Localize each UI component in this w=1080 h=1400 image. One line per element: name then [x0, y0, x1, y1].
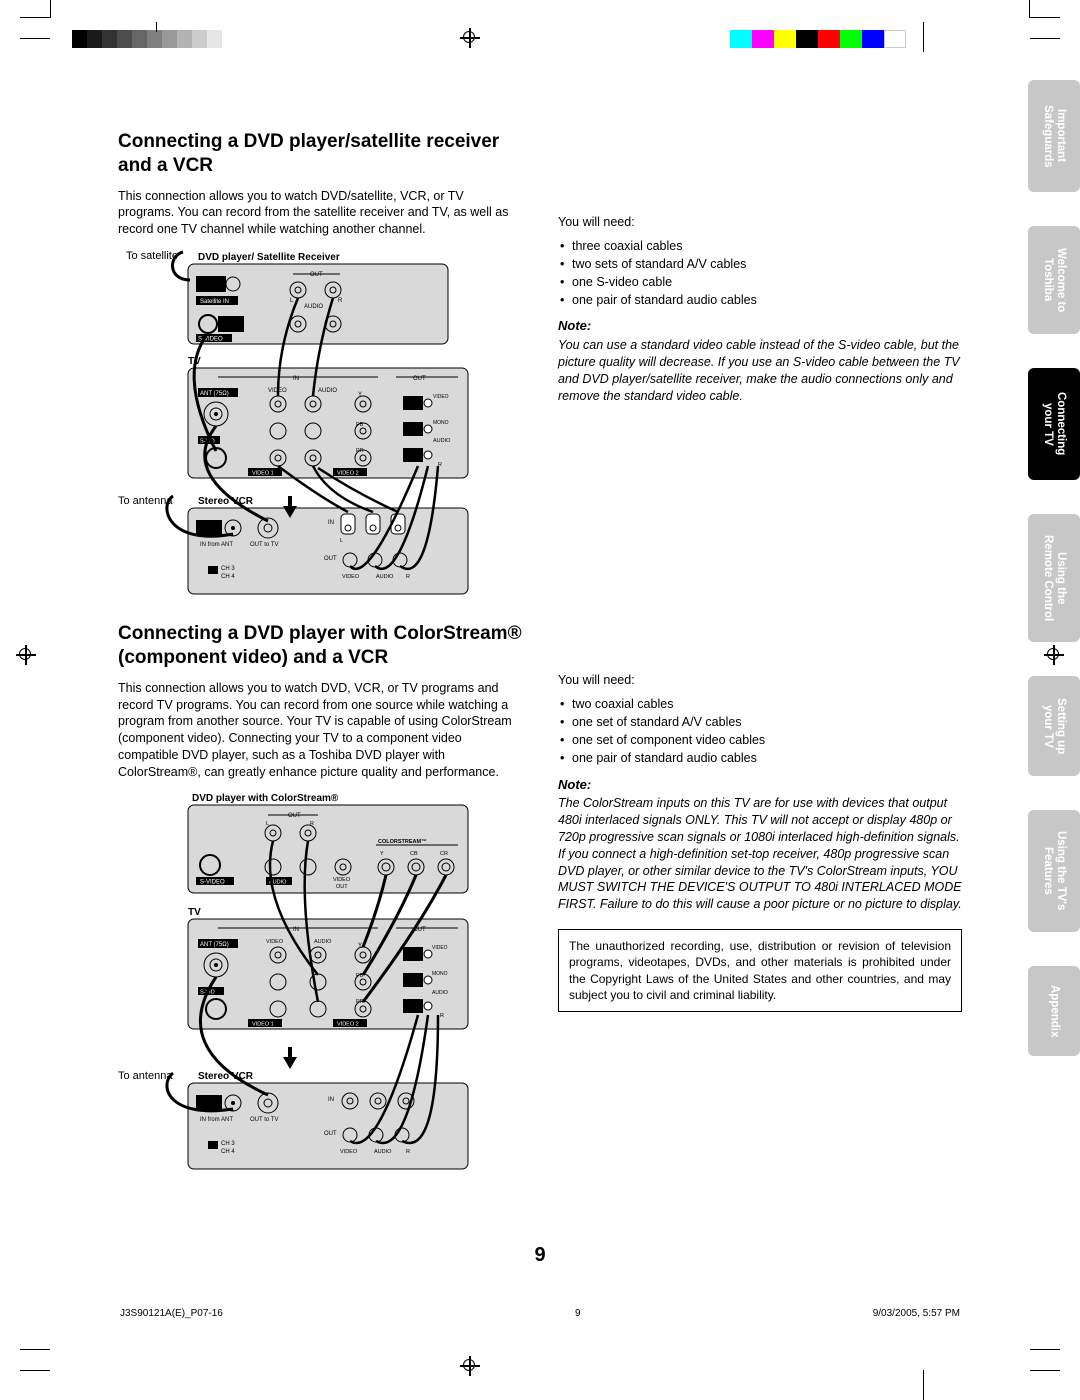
svg-text:L: L: [340, 538, 343, 544]
svg-text:S-VIDEO: S-VIDEO: [200, 879, 225, 885]
section1-diagram: To satellite DVD player/ Satellite Recei…: [118, 246, 522, 606]
svg-text:Y: Y: [380, 851, 384, 857]
svg-text:OUT: OUT: [288, 813, 301, 819]
svg-text:IN from ANT: IN from ANT: [200, 542, 233, 548]
section2-para: This connection allows you to watch DVD,…: [118, 680, 522, 781]
copyright-warning: The unauthorized recording, use, distrib…: [558, 929, 962, 1012]
svg-text:VIDEO: VIDEO: [433, 394, 449, 400]
svg-text:OUT to TV: OUT to TV: [250, 1117, 278, 1123]
s2-needs-list: two coaxial cablesone set of standard A/…: [558, 695, 962, 768]
footer-left: J3S90121A(E)_P07-16: [120, 1308, 223, 1319]
svg-text:Satellite IN: Satellite IN: [200, 299, 229, 305]
side-tab[interactable]: Using the TV's Features: [1028, 810, 1080, 932]
svg-text:CH 4: CH 4: [221, 1149, 235, 1155]
svg-text:ANT (75Ω): ANT (75Ω): [200, 391, 229, 397]
svg-text:R: R: [338, 298, 343, 304]
svg-text:R: R: [406, 574, 410, 580]
svg-text:AUDIO: AUDIO: [432, 990, 448, 996]
side-tab[interactable]: Appendix: [1028, 966, 1080, 1056]
svg-text:OUT: OUT: [324, 556, 337, 562]
svg-text:VIDEO: VIDEO: [432, 945, 448, 951]
list-item: one pair of standard audio cables: [558, 291, 962, 309]
svg-text:ANT (75Ω): ANT (75Ω): [200, 942, 229, 948]
svg-text:CB: CB: [410, 851, 418, 857]
footer: J3S90121A(E)_P07-16 9 9/03/2005, 5:57 PM: [120, 1308, 960, 1319]
svg-text:To antenna: To antenna: [118, 495, 173, 507]
svg-text:AUDIO: AUDIO: [314, 939, 332, 945]
s2-note: The ColorStream inputs on this TV are fo…: [558, 795, 962, 913]
svg-text:Stereo VCR: Stereo VCR: [198, 496, 254, 507]
printer-marks: [0, 30, 1080, 54]
list-item: two coaxial cables: [558, 695, 962, 713]
svg-text:VIDEO: VIDEO: [333, 877, 351, 883]
section2-left: Connecting a DVD player with ColorStream…: [118, 622, 522, 1196]
list-item: three coaxial cables: [558, 237, 962, 255]
svg-text:OUT to TV: OUT to TV: [250, 542, 278, 548]
section1-right: You will need: three coaxial cablestwo s…: [558, 130, 962, 618]
svg-text:VIDEO: VIDEO: [340, 1149, 358, 1155]
svg-text:CH 3: CH 3: [221, 566, 235, 572]
svg-text:MONO: MONO: [432, 971, 448, 977]
svg-text:OUT: OUT: [336, 884, 348, 890]
section1-heading: Connecting a DVD player/satellite receiv…: [118, 130, 522, 178]
list-item: one set of component video cables: [558, 731, 962, 749]
svg-text:OUT: OUT: [324, 1131, 337, 1137]
svg-text:VIDEO: VIDEO: [266, 939, 284, 945]
side-tab[interactable]: Connecting your TV: [1028, 368, 1080, 480]
d1-dvd-title: DVD player/ Satellite Receiver: [198, 252, 340, 263]
svg-text:VIDEO 2: VIDEO 2: [337, 471, 359, 477]
list-item: one set of standard A/V cables: [558, 713, 962, 731]
svg-text:TV: TV: [188, 907, 201, 918]
section1-para: This connection allows you to watch DVD/…: [118, 188, 522, 239]
page-number: 9: [118, 1244, 962, 1267]
svg-text:OUT: OUT: [310, 272, 323, 278]
section2-right: You will need: two coaxial cablesone set…: [558, 622, 962, 1196]
side-tab[interactable]: Important Safeguards: [1028, 80, 1080, 192]
svg-text:CH 4: CH 4: [221, 574, 235, 580]
side-tab[interactable]: Welcome to Toshiba: [1028, 226, 1080, 334]
s1-needs-list: three coaxial cablestwo sets of standard…: [558, 237, 962, 310]
svg-text:DVD player with ColorStream®: DVD player with ColorStream®: [192, 793, 339, 804]
section2-heading: Connecting a DVD player with ColorStream…: [118, 622, 522, 670]
d1-to-sat: To satellite: [126, 250, 178, 262]
svg-text:COLORSTREAM™: COLORSTREAM™: [378, 839, 427, 845]
svg-text:AUDIO: AUDIO: [304, 304, 323, 310]
list-item: one pair of standard audio cables: [558, 749, 962, 767]
svg-text:IN: IN: [328, 520, 334, 526]
svg-text:AUDIO: AUDIO: [376, 574, 394, 580]
s2-need-label: You will need:: [558, 672, 962, 689]
section2-diagram: DVD player with ColorStream® S-VIDEO OUT…: [118, 789, 522, 1184]
svg-text:CH 3: CH 3: [221, 1141, 235, 1147]
svg-text:VIDEO: VIDEO: [342, 574, 360, 580]
svg-text:AUDIO: AUDIO: [374, 1149, 392, 1155]
svg-text:VIDEO 1: VIDEO 1: [252, 1021, 274, 1027]
side-tabs: Important Safeguards Welcome to Toshiba Co…: [1028, 80, 1080, 1090]
footer-right: 9/03/2005, 5:57 PM: [873, 1308, 960, 1319]
list-item: one S-video cable: [558, 273, 962, 291]
side-tab[interactable]: Using the Remote Control: [1028, 514, 1080, 642]
svg-text:IN from ANT: IN from ANT: [200, 1117, 233, 1123]
page-content: Connecting a DVD player/satellite receiv…: [118, 80, 962, 1300]
svg-text:R: R: [440, 1013, 444, 1019]
s1-need-label: You will need:: [558, 214, 962, 231]
svg-text:CR: CR: [440, 851, 448, 857]
svg-text:IN: IN: [328, 1097, 334, 1103]
side-tab[interactable]: Setting up your TV: [1028, 676, 1080, 776]
svg-text:VIDEO 1: VIDEO 1: [252, 471, 274, 477]
s1-note-hd: Note:: [558, 317, 962, 335]
svg-text:Stereo VCR: Stereo VCR: [198, 1071, 254, 1082]
svg-text:AUDIO: AUDIO: [318, 388, 337, 394]
svg-text:R: R: [406, 1149, 410, 1155]
svg-text:MONO: MONO: [433, 420, 449, 426]
list-item: two sets of standard A/V cables: [558, 255, 962, 273]
svg-text:VIDEO 2: VIDEO 2: [337, 1021, 359, 1027]
section1-left: Connecting a DVD player/satellite receiv…: [118, 130, 522, 618]
s1-note: You can use a standard video cable inste…: [558, 337, 962, 405]
svg-text:To antenna: To antenna: [118, 1070, 173, 1082]
s2-note-hd: Note:: [558, 776, 962, 794]
svg-text:AUDIO: AUDIO: [433, 438, 451, 444]
footer-mid: 9: [515, 1308, 581, 1319]
